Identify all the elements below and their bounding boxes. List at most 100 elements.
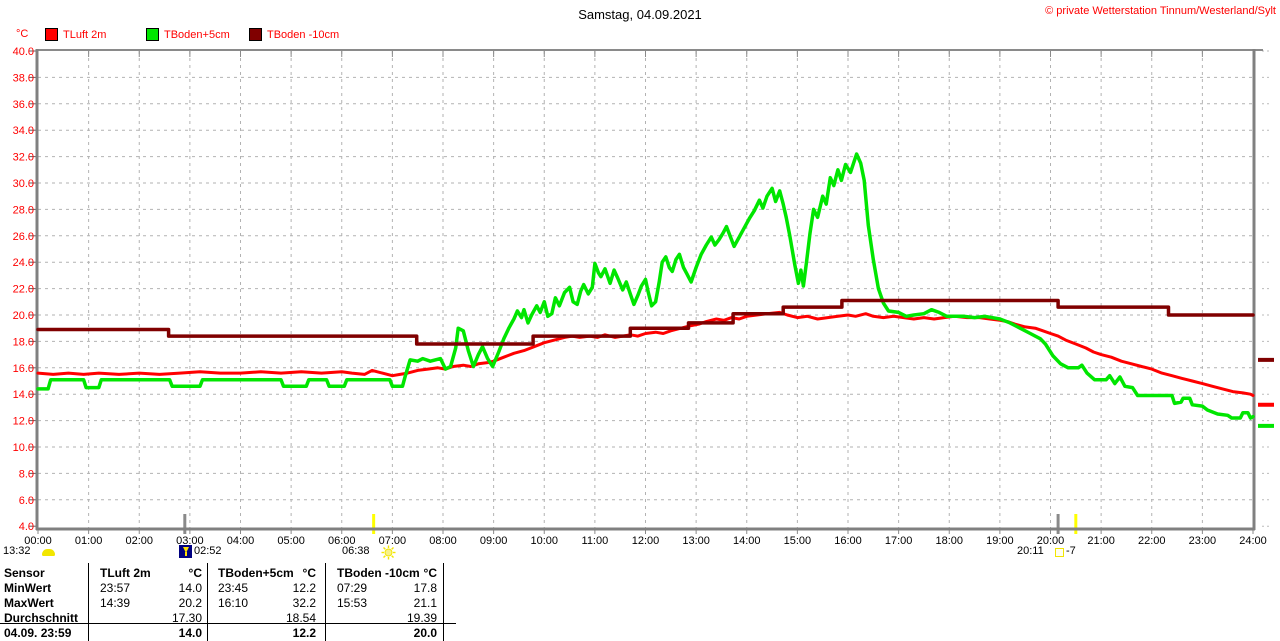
min-tboden10-value: 17.8 [413,581,437,595]
y-tick-label: 40.0 [13,46,34,58]
row-label-maxwert: MaxWert [4,596,54,610]
y-tick-label: 18.0 [13,336,34,348]
avg-tboden5-value: 18.54 [285,611,316,625]
table-header-sensor: Sensor [4,566,45,580]
y-tick-label: 36.0 [13,99,34,111]
x-tick-label: 24:00 [1239,535,1267,547]
y-tick-label: 26.0 [13,231,34,243]
x-tick-label: 23:00 [1189,535,1217,547]
y-tick-label: 28.0 [13,204,34,216]
avg-tluft-value: 17.30 [171,611,202,625]
min-tboden5-value: 12.2 [292,581,316,595]
table-header-unit: °C [302,566,316,580]
legend-label: TBoden+5cm [164,28,230,41]
table-header-tluft: TLuft 2m [100,566,151,580]
page-title: Samstag, 04.09.2021 [578,7,702,22]
max-tboden10-value: 21.1 [413,596,437,610]
series-tboden-10cm [36,298,1255,346]
table-header-tboden5: TBoden+5cm [218,566,294,580]
x-tick-label: 14:00 [733,535,761,547]
y-tick-label: 4.0 [19,521,34,533]
y-tick-label: 16.0 [13,363,34,375]
moonset-time: 13:32 [3,545,31,557]
row-label-durchschnitt: Durchschnitt [4,611,79,625]
y-tick-label: 30.0 [13,178,34,190]
legend-item-tboden10: TBoden -10cm [249,28,339,41]
max-tboden10-time: 15:53 [337,596,368,610]
x-tick-label: 13:00 [682,535,710,547]
min-tboden10-time: 07:29 [337,581,368,595]
x-tick-label: 15:00 [784,535,812,547]
y-tick-label: 38.0 [13,72,34,84]
sunset-extra: -7 [1066,545,1076,557]
tluft-color-swatch [45,28,58,41]
tboden10-color-swatch [249,28,262,41]
table-header-unit: °C [423,566,437,580]
min-tboden5-time: 23:45 [218,581,249,595]
x-tick-label: 11:00 [582,535,609,547]
temperature-chart: 4.0 6.0 8.0 10.0 12.0 14.0 16.0 18.0 20.0 22.0 24.… [13,46,1274,547]
legend-item-tboden5: TBoden+5cm [146,28,230,41]
series-tboden-5cm [36,152,1255,420]
y-tick-label: 14.0 [13,389,34,401]
x-tick-label: 12:00 [632,535,660,547]
legend-label: TBoden -10cm [267,28,340,41]
y-tick-label: 34.0 [13,125,34,137]
moonrise-icon [179,545,192,558]
avg-tboden10-value: 19.39 [406,611,437,625]
x-tick-label: 16:00 [834,535,862,547]
min-tluft-value: 14.0 [178,581,202,595]
y-tick-label: 6.0 [19,495,34,507]
min-tluft-time: 23:57 [100,581,131,595]
y-tick-label: 22.0 [13,284,34,296]
y-axis-unit-label: °C [16,28,29,40]
table-separator [325,563,326,641]
max-tluft-value: 20.2 [178,596,202,610]
x-tick-label: 05:00 [277,535,305,547]
current-tluft-value: 14.0 [178,626,202,640]
x-tick-label: 22:00 [1138,535,1166,547]
y-tick-label: 20.0 [13,310,34,322]
row-label-current: 04.09. 23:59 [4,626,72,640]
y-tick-label: 12.0 [13,416,34,428]
current-tboden10-value: 20.0 [413,626,437,640]
x-tick-label: 10:00 [530,535,558,547]
current-tboden5-value: 12.2 [292,626,316,640]
x-tick-label: 01:00 [75,535,103,547]
table-header-unit: °C [188,566,202,580]
table-separator [443,563,444,641]
x-tick-label: 04:00 [227,535,255,547]
series-tluft-2m [36,310,1255,397]
moon-icon [42,549,55,556]
max-tluft-time: 14:39 [100,596,131,610]
row-label-minwert: MinWert [4,581,52,595]
sunrise-time: 06:38 [342,545,370,557]
y-tick-label: 10.0 [13,442,34,454]
y-tick-label: 32.0 [13,152,34,164]
x-tick-label: 18:00 [935,535,963,547]
x-tick-label: 19:00 [986,535,1014,547]
table-separator [207,563,208,641]
max-tboden5-value: 32.2 [292,596,316,610]
x-tick-label: 17:00 [885,535,913,547]
table-rule [0,623,456,624]
tboden5-color-swatch [146,28,159,41]
x-tick-label: 03:00 [176,535,204,547]
max-tboden5-time: 16:10 [218,596,249,610]
table-header-tboden10: TBoden -10cm [337,566,420,580]
y-tick-label: 8.0 [19,468,34,480]
x-tick-label: 09:00 [480,535,508,547]
legend-label: TLuft 2m [63,28,107,41]
copyright-text: © private Wetterstation Tinnum/Westerlan… [1045,5,1276,17]
moonrise-time: 02:52 [194,545,222,557]
sunset-time: 20:11 [1017,545,1044,557]
x-tick-label: 21:00 [1087,535,1115,547]
y-tick-label: 24.0 [13,257,34,269]
x-tick-label: 00:00 [24,535,52,547]
x-tick-label: 07:00 [379,535,407,547]
x-tick-label: 02:00 [125,535,153,547]
legend-item-tluft: TLuft 2m [45,28,106,41]
x-tick-label: 20:00 [1037,535,1065,547]
table-separator [88,563,89,641]
